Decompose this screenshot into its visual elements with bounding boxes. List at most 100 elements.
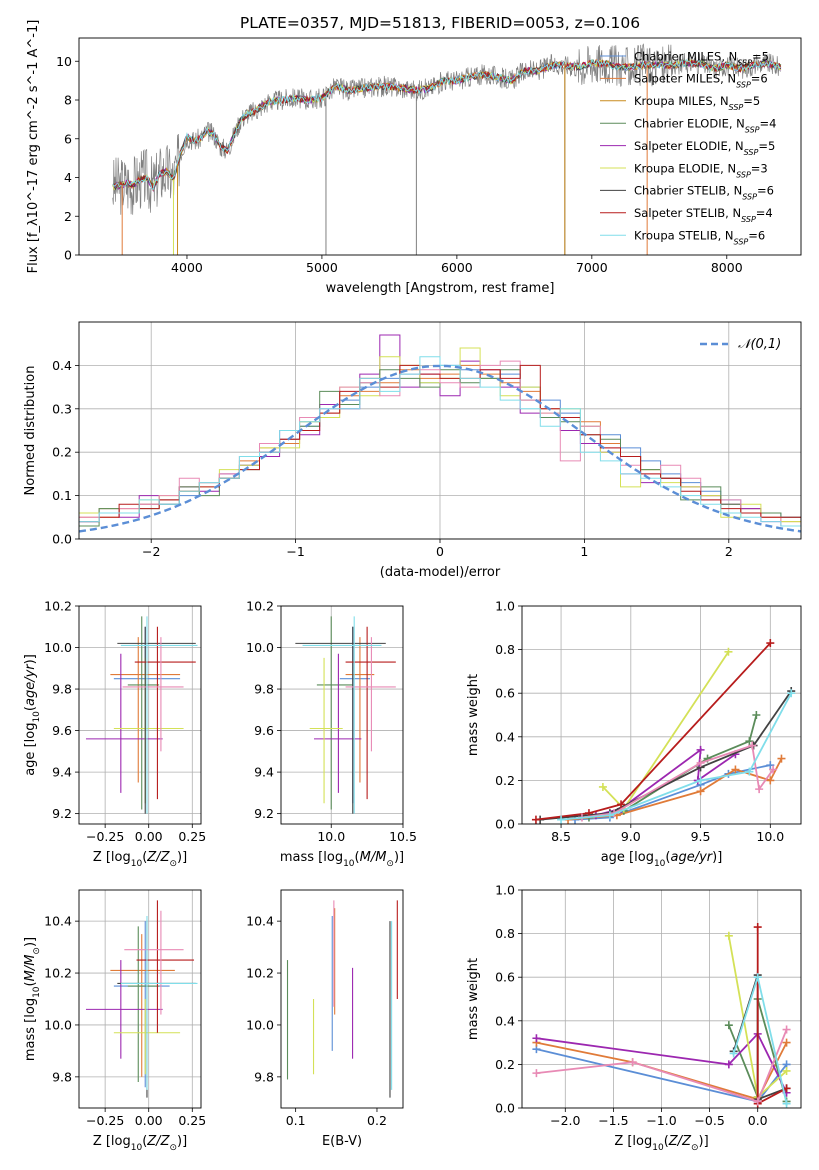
panel-spectrum: 4000 5000 6000 7000 8000 0 2 4 6 8 10 wavelength [A…: [26, 14, 802, 296]
x-axis-label: E(B-V): [322, 1134, 362, 1149]
weight-marker: [531, 815, 540, 824]
errorbar-point: [302, 616, 382, 814]
plot-area: [79, 322, 801, 539]
plot-area: [522, 606, 801, 824]
legend-label: 𝒩(0,1): [738, 337, 781, 352]
x-axis-label: (data-model)/error: [380, 565, 501, 580]
model-line: [112, 58, 781, 191]
x-tick-label: 10.0: [317, 829, 345, 844]
grid: [79, 890, 201, 1108]
y-tick-label: 0: [64, 248, 72, 263]
weight-marker: [782, 1038, 791, 1047]
x-axis-label: mass [log10(M/M⊙)]: [280, 850, 404, 869]
errorbar-point: [122, 637, 184, 752]
chart-title: PLATE=0357, MJD=51813, FIBERID=0053, z=0…: [240, 14, 640, 32]
x-tick-label: 0.00: [135, 829, 163, 844]
panel-age-vs-mass: 10.0 10.5 9.2 9.4 9.6 9.8 10.0 10.2 mass [log10(…: [246, 599, 417, 870]
weight-series: [557, 689, 796, 824]
x-axis-label: Z [log10(Z/Z⊙)]: [93, 1134, 187, 1153]
x-tick-label: 8.5: [551, 829, 571, 844]
weight-marker: [532, 1034, 541, 1043]
weight-line: [536, 1029, 788, 1103]
grid: [522, 890, 801, 1108]
y-axis-label: mass weight: [466, 958, 481, 1040]
y-tick-label: 9.4: [254, 765, 274, 780]
x-tick-label: −1: [286, 544, 304, 559]
weight-marker: [696, 787, 705, 796]
y-tick-label: 10.2: [246, 966, 274, 981]
axes-frame: [280, 605, 404, 825]
x-axis-label: Z [log10(Z/Z⊙)]: [93, 850, 187, 869]
weight-marker: [753, 923, 762, 932]
weight-marker: [766, 639, 775, 648]
weight-marker: [696, 745, 705, 754]
y-axis-label: Normed distribution: [23, 366, 38, 496]
legend-label: Kroupa ELODIE, NSSP=3: [634, 161, 768, 179]
x-tick-label: 9.5: [691, 829, 711, 844]
y-tick-label: 0.0: [495, 1101, 515, 1116]
y-tick-label: 10.4: [246, 914, 274, 929]
y-tick-label: 0.2: [495, 1057, 515, 1072]
y-tick-label: 0.0: [52, 532, 72, 547]
weight-marker: [752, 711, 761, 719]
weight-marker: [605, 811, 614, 820]
legend-label: Salpeter ELODIE, NSSP=5: [634, 139, 775, 157]
weight-marker: [731, 765, 740, 774]
x-tick-label: −1.5: [598, 1113, 628, 1128]
y-axis-label: mass [log10(M/M⊙)]: [23, 937, 42, 1061]
errorbar-point: [85, 653, 163, 793]
x-tick-label: −1.0: [646, 1113, 676, 1128]
errorbar-point: [345, 637, 375, 783]
legend-label: Kroupa MILES, NSSP=5: [634, 94, 760, 112]
x-tick-label: 4000: [171, 260, 203, 275]
errorbar-point: [85, 960, 163, 1059]
plot-area: [522, 890, 801, 1108]
errorbar-point: [117, 626, 196, 814]
weight-series: [532, 1025, 791, 1106]
legend-label: Salpeter STELIB, NSSP=4: [634, 206, 773, 224]
y-tick-label: 9.8: [52, 1069, 72, 1084]
weight-line: [536, 1041, 788, 1101]
axes-frame: [78, 37, 802, 256]
weight-marker: [777, 754, 786, 763]
grid: [522, 606, 801, 824]
weight-marker: [724, 1060, 733, 1069]
legend-label: Kroupa STELIB, NSSP=6: [634, 229, 765, 247]
panel-weight-vs-age: 8.5 9.0 9.5 10.0 0.0 0.2 0.4 0.6 0.8 1.0 age [log1…: [466, 599, 802, 869]
weight-marker: [724, 1021, 733, 1030]
weight-line: [581, 744, 774, 819]
plot-area: [286, 900, 398, 1098]
axes-frame: [521, 889, 802, 1109]
y-tick-label: 10: [56, 54, 72, 69]
y-axis-label: Flux [f_λ10^-17 erg cm^-2 s^-1 A^-1]: [26, 20, 41, 274]
y-tick-label: 9.4: [52, 765, 72, 780]
y-tick-label: 1.0: [495, 883, 515, 898]
errorbar-point: [316, 616, 353, 810]
plot-area: [112, 43, 782, 255]
legend: Chabrier MILES, NSSP=5 Salpeter MILES, NS…: [600, 49, 776, 246]
errorbar-point: [120, 616, 198, 814]
x-tick-label: −2.0: [550, 1113, 580, 1128]
y-tick-label: 10.4: [44, 914, 72, 929]
weight-marker: [729, 1049, 738, 1058]
legend-label: Chabrier STELIB, NSSP=6: [634, 184, 774, 202]
normal-curve: [79, 364, 801, 533]
weight-marker: [769, 765, 778, 774]
y-tick-label: 1.0: [495, 599, 515, 614]
weight-marker: [766, 776, 775, 785]
y-tick-label: 0.6: [495, 970, 515, 985]
y-tick-label: 4: [64, 170, 72, 185]
y-tick-label: 10.0: [44, 640, 72, 655]
y-tick-label: 9.2: [254, 806, 274, 821]
errorbar-point: [314, 653, 362, 793]
x-tick-label: −0.25: [86, 1113, 124, 1128]
y-tick-label: 9.6: [52, 723, 72, 738]
x-tick-label: −2: [142, 544, 160, 559]
x-tick-label: 6000: [441, 260, 473, 275]
weight-marker: [696, 776, 705, 785]
plot-area: [281, 606, 403, 824]
x-tick-label: 10.0: [756, 829, 784, 844]
panel-weight-vs-Z: −2.0 −1.5 −1.0 −0.5 0.0 0.0 0.2 0.4 0.6 0.8 1.0 Z […: [466, 883, 802, 1153]
legend-label: Chabrier ELODIE, NSSP=4: [634, 117, 776, 135]
x-tick-label: 8000: [711, 260, 743, 275]
